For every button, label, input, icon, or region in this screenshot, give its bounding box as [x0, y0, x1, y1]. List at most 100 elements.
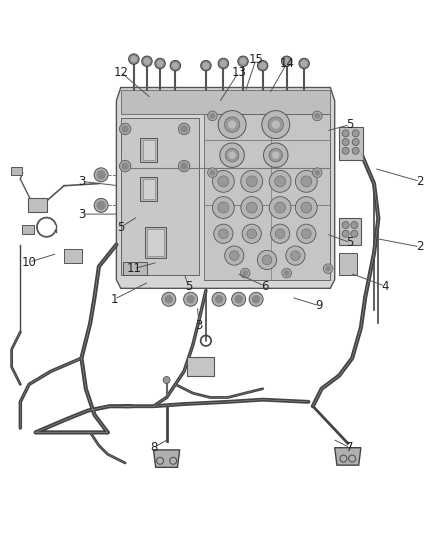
Circle shape	[229, 121, 236, 128]
FancyBboxPatch shape	[147, 229, 163, 256]
Circle shape	[258, 251, 277, 270]
Circle shape	[323, 264, 333, 273]
Circle shape	[246, 176, 257, 187]
Circle shape	[260, 63, 265, 68]
Circle shape	[271, 224, 290, 244]
Circle shape	[253, 296, 260, 303]
Circle shape	[268, 117, 283, 132]
Circle shape	[262, 111, 290, 139]
Circle shape	[297, 224, 316, 244]
Circle shape	[282, 268, 291, 278]
Circle shape	[241, 197, 263, 219]
Circle shape	[276, 229, 285, 239]
Circle shape	[284, 59, 289, 64]
Text: 4: 4	[381, 280, 389, 293]
Circle shape	[170, 60, 180, 71]
Circle shape	[230, 251, 239, 261]
Text: 15: 15	[249, 53, 264, 66]
Circle shape	[326, 266, 330, 271]
Circle shape	[249, 292, 263, 306]
Circle shape	[210, 171, 215, 175]
Circle shape	[221, 61, 226, 66]
FancyBboxPatch shape	[143, 179, 155, 199]
Polygon shape	[123, 262, 147, 275]
FancyBboxPatch shape	[121, 118, 199, 275]
Circle shape	[269, 171, 291, 192]
Text: 9: 9	[316, 300, 323, 312]
Circle shape	[229, 152, 235, 158]
Circle shape	[290, 251, 300, 261]
FancyBboxPatch shape	[204, 114, 330, 280]
Circle shape	[131, 56, 137, 62]
Circle shape	[181, 163, 187, 169]
Circle shape	[155, 58, 165, 69]
Circle shape	[351, 230, 358, 237]
Circle shape	[315, 171, 319, 175]
Circle shape	[275, 176, 286, 187]
FancyBboxPatch shape	[141, 138, 157, 161]
Circle shape	[224, 117, 240, 132]
Circle shape	[120, 123, 131, 135]
Circle shape	[301, 202, 312, 213]
Circle shape	[273, 152, 279, 158]
Circle shape	[210, 114, 215, 118]
Circle shape	[258, 60, 268, 71]
Circle shape	[218, 111, 246, 139]
Circle shape	[242, 224, 261, 244]
Polygon shape	[335, 448, 361, 465]
Circle shape	[225, 246, 244, 265]
Circle shape	[232, 292, 246, 306]
Circle shape	[282, 56, 292, 67]
Polygon shape	[153, 450, 180, 467]
Circle shape	[145, 59, 150, 64]
FancyBboxPatch shape	[145, 227, 166, 258]
FancyBboxPatch shape	[11, 166, 21, 175]
Text: 5: 5	[117, 221, 124, 233]
FancyBboxPatch shape	[28, 198, 46, 212]
Circle shape	[240, 59, 246, 64]
Circle shape	[241, 171, 263, 192]
Circle shape	[285, 271, 289, 275]
Circle shape	[352, 139, 359, 146]
Circle shape	[187, 296, 194, 303]
Circle shape	[240, 268, 250, 278]
Circle shape	[299, 58, 309, 69]
Circle shape	[178, 123, 190, 135]
Circle shape	[218, 176, 229, 187]
Circle shape	[272, 121, 279, 128]
Text: 13: 13	[231, 66, 246, 79]
Circle shape	[352, 130, 359, 137]
Circle shape	[342, 147, 349, 154]
Circle shape	[212, 197, 234, 219]
Circle shape	[238, 56, 248, 67]
Circle shape	[97, 201, 105, 209]
Circle shape	[129, 54, 139, 64]
Circle shape	[97, 171, 105, 179]
Circle shape	[295, 171, 317, 192]
Circle shape	[215, 296, 223, 303]
Circle shape	[262, 255, 272, 265]
FancyBboxPatch shape	[64, 248, 82, 263]
Circle shape	[184, 292, 198, 306]
Circle shape	[352, 147, 359, 154]
Text: 11: 11	[126, 262, 141, 275]
Circle shape	[312, 111, 322, 120]
Circle shape	[301, 176, 312, 187]
Circle shape	[120, 160, 131, 172]
Text: 2: 2	[416, 240, 424, 253]
FancyBboxPatch shape	[339, 127, 363, 159]
Circle shape	[214, 224, 233, 244]
Circle shape	[212, 292, 226, 306]
FancyBboxPatch shape	[187, 357, 214, 376]
Circle shape	[203, 63, 208, 68]
Circle shape	[295, 197, 317, 219]
Circle shape	[301, 61, 307, 66]
Circle shape	[181, 126, 187, 132]
Circle shape	[201, 60, 211, 71]
Circle shape	[235, 296, 242, 303]
FancyBboxPatch shape	[22, 224, 34, 234]
Circle shape	[246, 202, 257, 213]
Circle shape	[165, 296, 172, 303]
FancyBboxPatch shape	[121, 90, 330, 114]
FancyBboxPatch shape	[143, 140, 155, 159]
